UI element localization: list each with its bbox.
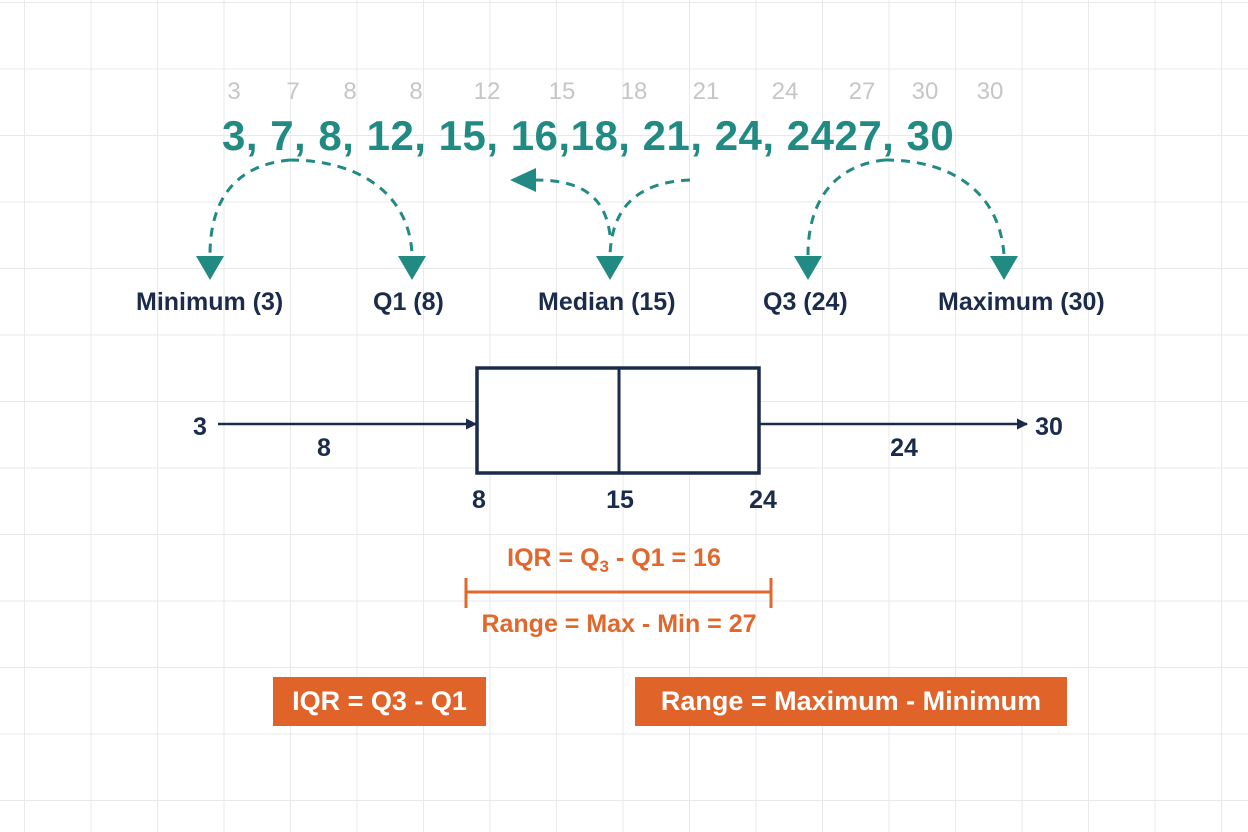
left-whisker-label: 8	[317, 434, 331, 462]
arc-median-from-right	[608, 178, 691, 256]
ghost-value-5: 12	[473, 78, 501, 105]
ghost-value-6: 15	[548, 78, 576, 105]
median-tick-label: 15	[606, 486, 634, 514]
iqr-calc-suffix: - Q1 = 16	[608, 544, 721, 572]
ghost-value-10: 27	[848, 78, 876, 105]
arc-to-maximum	[884, 158, 1006, 256]
ghost-value-8: 21	[692, 78, 720, 105]
arc-median-to-left	[534, 178, 612, 236]
iqr-calc-prefix: IQR = Q	[507, 544, 600, 572]
ghost-value-3: 8	[343, 78, 357, 105]
sorted-data-sequence: 3, 7, 8, 12, 15, 16,18, 21, 24, 2427, 30	[222, 112, 955, 159]
ghost-value-4: 8	[409, 78, 423, 105]
range-calculation: Range = Max - Min = 27	[481, 610, 757, 638]
boxplot-min-value: 3	[193, 413, 207, 441]
arc-to-minimum	[208, 158, 291, 256]
range-formula-box: Range = Maximum - Minimum	[635, 677, 1067, 726]
arrowhead-q3	[794, 256, 822, 280]
iqr-formula-box: IQR = Q3 - Q1	[273, 677, 486, 726]
arrowhead-median-left	[510, 168, 536, 192]
arrowhead-minimum	[196, 256, 224, 280]
arc-to-q3	[806, 158, 886, 256]
ghost-value-1: 3	[227, 78, 241, 105]
q1-tick-label: 8	[472, 486, 486, 514]
q3-tick-label: 24	[749, 486, 777, 514]
arrowhead-median	[596, 256, 624, 280]
ghost-value-12: 30	[976, 78, 1004, 105]
iqr-calculation: IQR = Q3 - Q1 = 16	[507, 544, 721, 577]
boxplot-max-value: 30	[1035, 413, 1063, 441]
ghost-value-2: 7	[286, 78, 300, 105]
label-minimum: Minimum (3)	[136, 288, 284, 316]
ghost-value-7: 18	[620, 78, 648, 105]
label-maximum: Maximum (30)	[938, 288, 1105, 316]
arc-to-q1	[289, 158, 414, 256]
right-whisker-label: 24	[890, 434, 918, 462]
ghost-value-9: 24	[771, 78, 799, 105]
arrowhead-maximum	[990, 256, 1018, 280]
ghost-value-11: 30	[911, 78, 939, 105]
iqr-calc-subscript: 3	[599, 557, 609, 576]
label-q3: Q3 (24)	[763, 288, 848, 316]
label-q1: Q1 (8)	[373, 288, 444, 316]
label-median: Median (15)	[538, 288, 676, 316]
arrowhead-q1	[398, 256, 426, 280]
